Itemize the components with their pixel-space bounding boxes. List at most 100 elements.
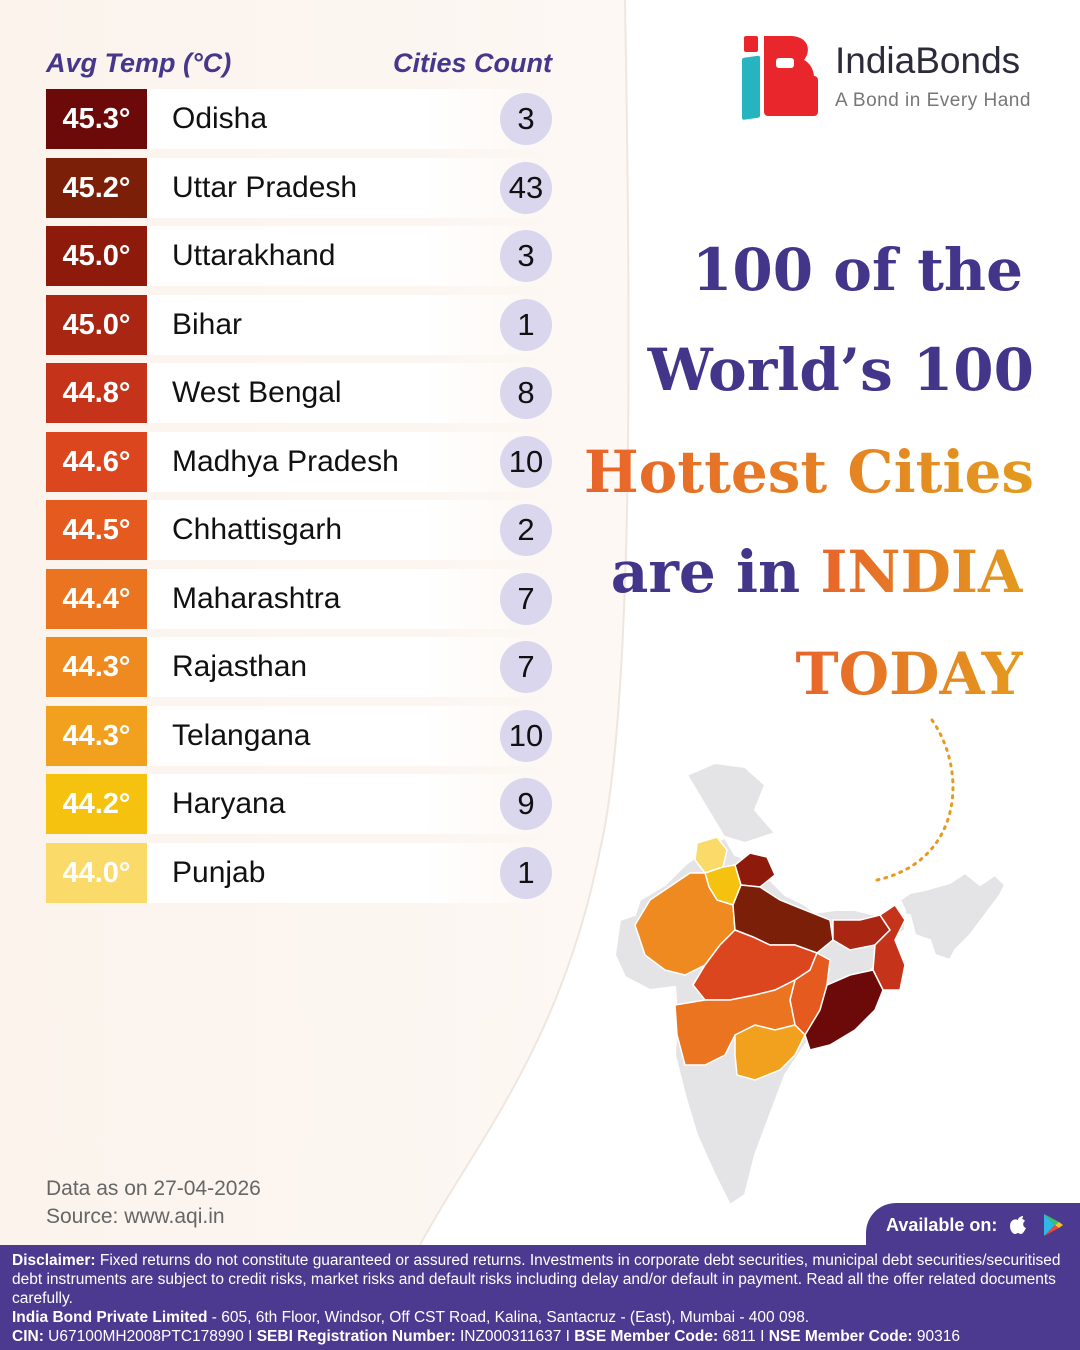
cities-count-bubble: 10: [500, 436, 552, 488]
state-name: Uttarakhand: [172, 239, 336, 272]
row-bar: [146, 774, 546, 834]
avg-temp-header: Avg Temp (°C): [46, 48, 232, 78]
state-name: Madhya Pradesh: [172, 445, 399, 478]
row-bar: [146, 432, 546, 492]
headline-line-2: World’s 100: [647, 336, 1034, 404]
table-row: 45.3° Odisha 3: [46, 89, 552, 149]
headline-line-1: 100 of the: [692, 236, 1023, 304]
row-bar: [146, 226, 546, 286]
temp-cell: 44.0°: [46, 843, 147, 903]
state-name: Maharashtra: [172, 582, 341, 615]
row-bar: [146, 706, 546, 766]
table-row: 45.0° Uttarakhand 3: [46, 226, 552, 286]
temp-cell: 45.2°: [46, 158, 147, 218]
sebi-label: SEBI Registration Number:: [256, 1328, 456, 1345]
cities-count-header: Cities Count: [393, 48, 552, 78]
row-bar: [146, 637, 546, 697]
table-row: 44.4° Maharashtra 7: [46, 569, 552, 629]
state-name: Punjab: [172, 856, 266, 889]
headline-line-4: are in INDIA: [611, 538, 1023, 606]
dotted-connector: [870, 718, 955, 883]
state-name: West Bengal: [172, 376, 342, 409]
table-row: 44.3° Telangana 10: [46, 706, 552, 766]
map-west-bengal: [872, 903, 906, 991]
temp-cell: 44.3°: [46, 637, 147, 697]
table-row: 44.2° Haryana 9: [46, 774, 552, 834]
india-heat-map: [613, 761, 1007, 1207]
state-name: Haryana: [172, 787, 286, 820]
row-bar: [146, 89, 546, 149]
temp-cell: 44.6°: [46, 432, 147, 492]
row-bar: [146, 363, 546, 423]
row-bar: [146, 843, 546, 903]
cities-count-bubble: 7: [500, 641, 552, 693]
temp-cell: 44.2°: [46, 774, 147, 834]
cities-count-bubble: 7: [500, 573, 552, 625]
temp-cell: 44.8°: [46, 363, 147, 423]
row-bar: [146, 295, 546, 355]
available-on-label: Available on:: [886, 1215, 998, 1235]
headline-line-5: TODAY: [795, 640, 1024, 708]
cities-count-bubble: 1: [500, 847, 552, 899]
separator-1: I: [243, 1328, 257, 1345]
table-row: 45.2° Uttar Pradesh 43: [46, 158, 552, 218]
row-bar: [146, 500, 546, 560]
company-name: India Bond Private Limited: [12, 1309, 208, 1326]
data-date: Data as on 27-04-2026: [46, 1177, 261, 1200]
indiabonds-logo: [742, 36, 818, 120]
cin-label: CIN:: [12, 1328, 44, 1345]
temp-cell: 44.3°: [46, 706, 147, 766]
temp-cell: 44.5°: [46, 500, 147, 560]
cities-count-bubble: 10: [500, 710, 552, 762]
disclaimer-text-block: Disclaimer: Fixed returns do not constit…: [12, 1251, 1068, 1308]
table-row: 45.0° Bihar 1: [46, 295, 552, 355]
cities-count-bubble: 1: [500, 299, 552, 351]
table-row: 44.0° Punjab 1: [46, 843, 552, 903]
separator-3: I: [755, 1328, 769, 1345]
temp-cell: 44.4°: [46, 569, 147, 629]
separator-2: I: [561, 1328, 575, 1345]
headline-line-3: Hottest Cities: [583, 438, 1034, 506]
cities-count-bubble: 3: [500, 93, 552, 145]
table-row: 44.8° West Bengal 8: [46, 363, 552, 423]
cities-count-bubble: 2: [500, 504, 552, 556]
state-name: Odisha: [172, 102, 268, 135]
temp-cell: 45.0°: [46, 295, 147, 355]
temp-cell: 45.0°: [46, 226, 147, 286]
company-address-line: India Bond Private Limited - 605, 6th Fl…: [12, 1308, 1068, 1327]
table-row: 44.6° Madhya Pradesh 10: [46, 432, 552, 492]
state-name: Uttar Pradesh: [172, 171, 358, 204]
headline-line-4-a: are in: [610, 538, 821, 606]
map-odisha: [804, 969, 884, 1051]
table-row: 44.5° Chhattisgarh 2: [46, 500, 552, 560]
data-source: Source: www.aqi.in: [46, 1205, 225, 1228]
bse-value: 6811: [718, 1328, 756, 1345]
state-name: Telangana: [172, 719, 311, 752]
company-address: - 605, 6th Floor, Windsor, Off CST Road,…: [207, 1309, 810, 1326]
nse-value: 90316: [912, 1328, 960, 1345]
row-bar: [146, 158, 546, 218]
cities-count-bubble: 43: [500, 162, 552, 214]
table-row: 44.3° Rajasthan 7: [46, 637, 552, 697]
disclaimer-text: Fixed returns do not constitute guarante…: [12, 1252, 1061, 1307]
registration-line: CIN: U67100MH2008PTC178990 I SEBI Regist…: [12, 1327, 1068, 1346]
disclaimer-label: Disclaimer:: [12, 1252, 96, 1269]
headline-line-4-b: INDIA: [820, 538, 1023, 606]
row-bar: [146, 569, 546, 629]
brand-name: IndiaBonds: [835, 40, 1021, 81]
apple-icon[interactable]: [1008, 1213, 1028, 1235]
state-name: Bihar: [172, 308, 243, 341]
footer-disclaimer: Disclaimer: Fixed returns do not constit…: [0, 1245, 1080, 1350]
cities-count-bubble: 3: [500, 230, 552, 282]
temp-cell: 45.3°: [46, 89, 147, 149]
available-on-badge: Available on:: [866, 1203, 1080, 1247]
google-play-icon[interactable]: [1042, 1213, 1064, 1237]
cin-value: U67100MH2008PTC178990: [43, 1328, 244, 1345]
cities-count-bubble: 8: [500, 367, 552, 419]
bse-label: BSE Member Code:: [574, 1328, 719, 1345]
map-telangana: [734, 1024, 806, 1081]
nse-label: NSE Member Code:: [768, 1328, 913, 1345]
sebi-value: INZ000311637: [455, 1328, 562, 1345]
state-name: Rajasthan: [172, 650, 308, 683]
brand-tagline: A Bond in Every Hand: [835, 90, 1031, 111]
